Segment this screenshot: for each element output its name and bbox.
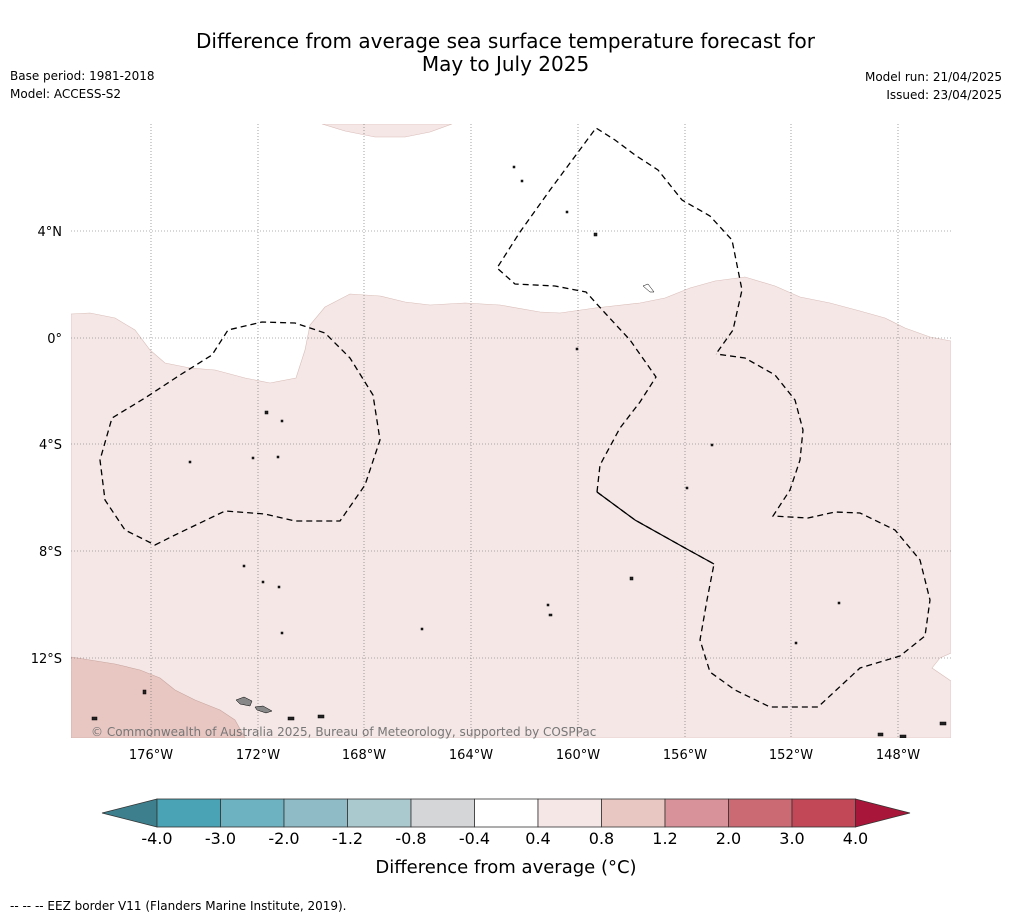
lon-label: 148°W bbox=[876, 748, 920, 763]
island bbox=[593, 232, 598, 237]
colorbar-tick-label: 0.8 bbox=[589, 829, 614, 848]
colorbar-tick-label: -0.4 bbox=[459, 829, 490, 848]
island bbox=[261, 580, 265, 584]
eez-footnote: -- -- -- EEZ border V11 (Flanders Marine… bbox=[10, 899, 347, 913]
title-line-1: Difference from average sea surface temp… bbox=[195, 29, 815, 53]
model-run: Model run: 21/04/2025 bbox=[864, 70, 1002, 84]
island bbox=[276, 455, 280, 459]
island bbox=[794, 641, 798, 645]
lon-label: 172°W bbox=[236, 748, 280, 763]
lon-label: 156°W bbox=[663, 748, 707, 763]
eez-border-solid-segment bbox=[596, 491, 715, 565]
eez-border-line-islands bbox=[496, 127, 743, 493]
island bbox=[277, 585, 281, 589]
colorbar-tick-label: 4.0 bbox=[843, 829, 868, 848]
colorbar-tick-label: 1.2 bbox=[652, 829, 677, 848]
lat-label: 4°S bbox=[39, 438, 62, 453]
island bbox=[242, 564, 246, 568]
colorbar-extend-low bbox=[101, 798, 158, 828]
colorbar-bin bbox=[664, 798, 729, 828]
copyright-text: © Commonwealth of Australia 2025, Bureau… bbox=[91, 725, 596, 739]
gridlines bbox=[71, 124, 951, 738]
lat-label: 12°S bbox=[31, 652, 62, 667]
lon-label: 152°W bbox=[769, 748, 813, 763]
eez-border-south-line bbox=[596, 353, 931, 708]
colorbar-tick-label: -4.0 bbox=[141, 829, 172, 848]
anomaly-patch-north bbox=[321, 124, 453, 138]
island bbox=[317, 714, 325, 719]
colorbar-tick-label: 0.4 bbox=[525, 829, 550, 848]
island bbox=[251, 456, 255, 460]
lon-label: 164°W bbox=[449, 748, 493, 763]
colorbar-bin bbox=[156, 798, 221, 828]
island-jarvis bbox=[642, 283, 655, 293]
colorbar-tick-label: 2.0 bbox=[716, 829, 741, 848]
lat-label: 0° bbox=[47, 332, 62, 347]
lon-labels: 176°W 172°W 168°W 164°W 160°W 156°W 152°… bbox=[129, 748, 920, 763]
anomaly-region-medium bbox=[71, 656, 246, 738]
island bbox=[629, 576, 634, 581]
island bbox=[546, 603, 550, 607]
colorbar-ticks: -4.0 -3.0 -2.0 -1.2 -0.8 -0.4 0.4 0.8 1.… bbox=[141, 829, 868, 848]
eez-borders bbox=[99, 127, 931, 708]
island bbox=[837, 601, 841, 605]
meta-left: Base period: 1981-2018 Model: ACCESS-S2 bbox=[10, 67, 155, 103]
lat-label: 8°S bbox=[39, 545, 62, 560]
lat-labels: 4°N 0° 4°S 8°S 12°S bbox=[31, 225, 62, 667]
island bbox=[287, 716, 295, 721]
base-period: Base period: 1981-2018 bbox=[10, 69, 155, 83]
meta-right: Model run: 21/04/2025 Issued: 23/04/2025 bbox=[865, 68, 1002, 104]
lon-label: 168°W bbox=[342, 748, 386, 763]
colorbar-bin bbox=[601, 798, 666, 828]
island bbox=[91, 716, 98, 721]
title-line-2: May to July 2025 bbox=[421, 52, 590, 76]
anomaly-region-light bbox=[71, 276, 951, 738]
lat-label: 4°N bbox=[38, 225, 63, 240]
island bbox=[280, 419, 284, 423]
colorbar-bin bbox=[283, 798, 348, 828]
island-samoa-west bbox=[235, 696, 253, 707]
island bbox=[939, 721, 947, 726]
island bbox=[520, 179, 524, 183]
map-frame bbox=[71, 124, 951, 738]
island bbox=[899, 734, 907, 738]
colorbar-title: Difference from average (°C) bbox=[375, 857, 636, 878]
model-name: Model: ACCESS-S2 bbox=[10, 87, 122, 101]
lon-label: 176°W bbox=[129, 748, 173, 763]
chart-title: Difference from average sea surface temp… bbox=[0, 30, 1011, 76]
colorbar-tick-label: 3.0 bbox=[779, 829, 804, 848]
island bbox=[280, 631, 284, 635]
eez-border-phoenix bbox=[99, 321, 381, 546]
colorbar-bin bbox=[791, 798, 856, 828]
island bbox=[565, 210, 569, 214]
colorbar-bin bbox=[474, 798, 539, 828]
lon-label: 160°W bbox=[556, 748, 600, 763]
island bbox=[548, 613, 553, 617]
island-samoa-east bbox=[254, 705, 273, 714]
colorbar-tick-label: -1.2 bbox=[332, 829, 363, 848]
colorbar-tick-label: -3.0 bbox=[205, 829, 236, 848]
colorbar-extend-high bbox=[855, 798, 911, 828]
colorbar-tick-label: -2.0 bbox=[268, 829, 299, 848]
island bbox=[142, 689, 147, 695]
island bbox=[188, 460, 192, 464]
colorbar-bin bbox=[347, 798, 412, 828]
colorbar-tick-label: -0.8 bbox=[395, 829, 426, 848]
island bbox=[575, 347, 579, 351]
colorbar-bin bbox=[410, 798, 475, 828]
islands bbox=[91, 165, 947, 738]
island bbox=[710, 443, 714, 447]
colorbar-bin bbox=[220, 798, 285, 828]
island bbox=[264, 410, 269, 415]
issued-date: Issued: 23/04/2025 bbox=[886, 88, 1002, 102]
island bbox=[512, 165, 516, 169]
island bbox=[420, 627, 424, 631]
island bbox=[685, 486, 689, 490]
colorbar-bin bbox=[728, 798, 793, 828]
island bbox=[877, 732, 884, 737]
colorbar bbox=[101, 798, 911, 828]
colorbar-bin bbox=[537, 798, 602, 828]
